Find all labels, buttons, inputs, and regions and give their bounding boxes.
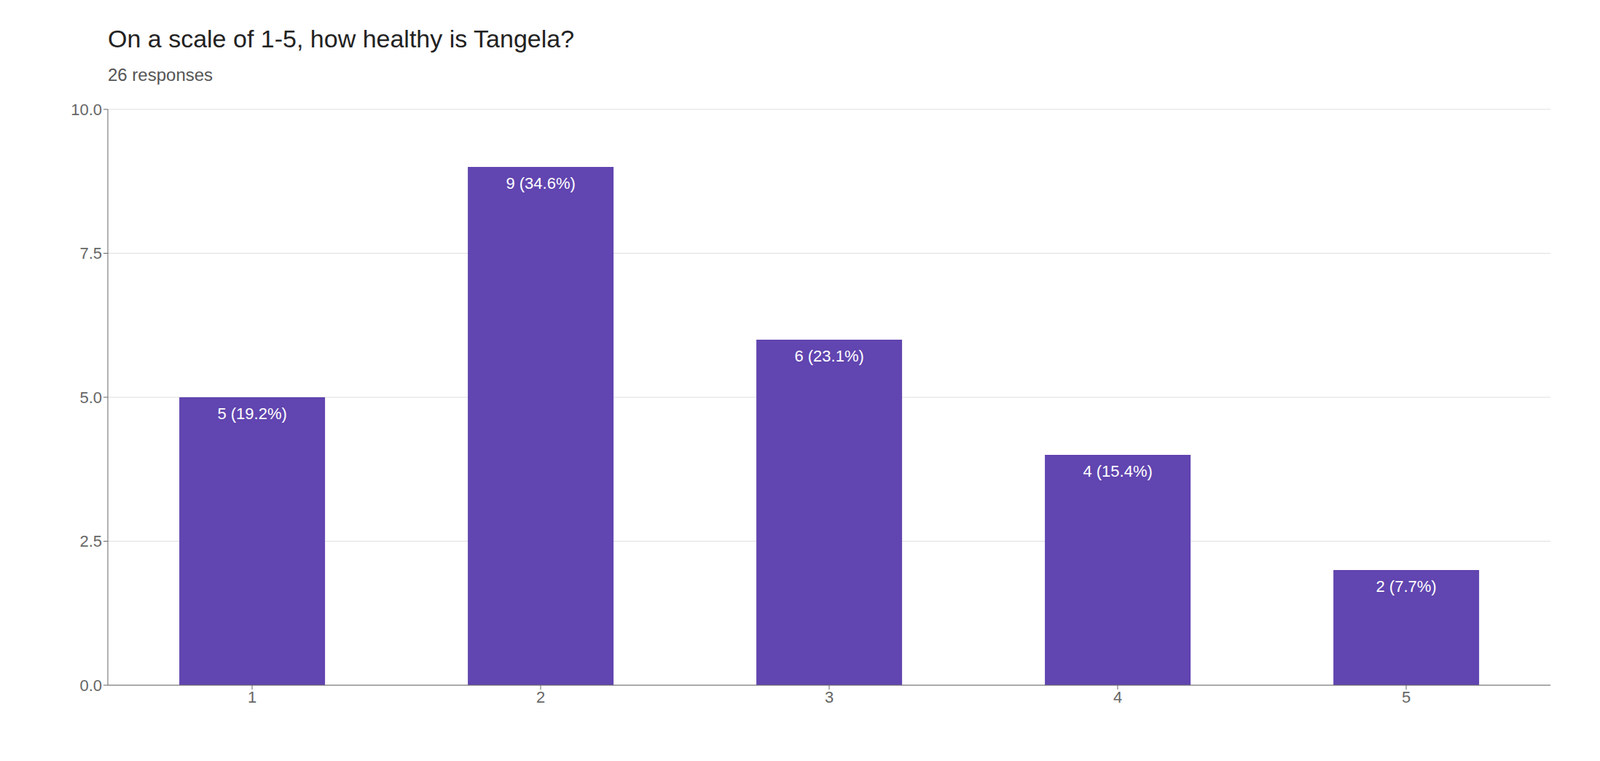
svg-text:0.0: 0.0 [79, 676, 103, 695]
svg-text:5: 5 [1401, 687, 1411, 707]
svg-text:10.0: 10.0 [70, 100, 103, 119]
svg-text:2.5: 2.5 [79, 531, 103, 551]
svg-text:2 (7.7%): 2 (7.7%) [1376, 577, 1437, 596]
html-text:On a scale of 1-5, how healthy: On a scale of 1-5, how healthy is Tangel… [107, 24, 575, 53]
svg-text:5 (19.2%): 5 (19.2%) [217, 404, 287, 423]
svg-text:7.5: 7.5 [79, 244, 103, 263]
svg-text:9 (34.6%): 9 (34.6%) [505, 174, 575, 193]
svg-text:4 (15.4%): 4 (15.4%) [1082, 461, 1152, 481]
svg-text:3: 3 [824, 687, 834, 707]
svg-text:4: 4 [1113, 687, 1123, 707]
html-text:26 responses: 26 responses [107, 64, 213, 85]
svg-text:2: 2 [536, 687, 545, 707]
svg-text:1: 1 [247, 687, 257, 707]
svg-text:6 (23.1%): 6 (23.1%) [794, 346, 864, 366]
svg-text:5.0: 5.0 [79, 388, 103, 407]
